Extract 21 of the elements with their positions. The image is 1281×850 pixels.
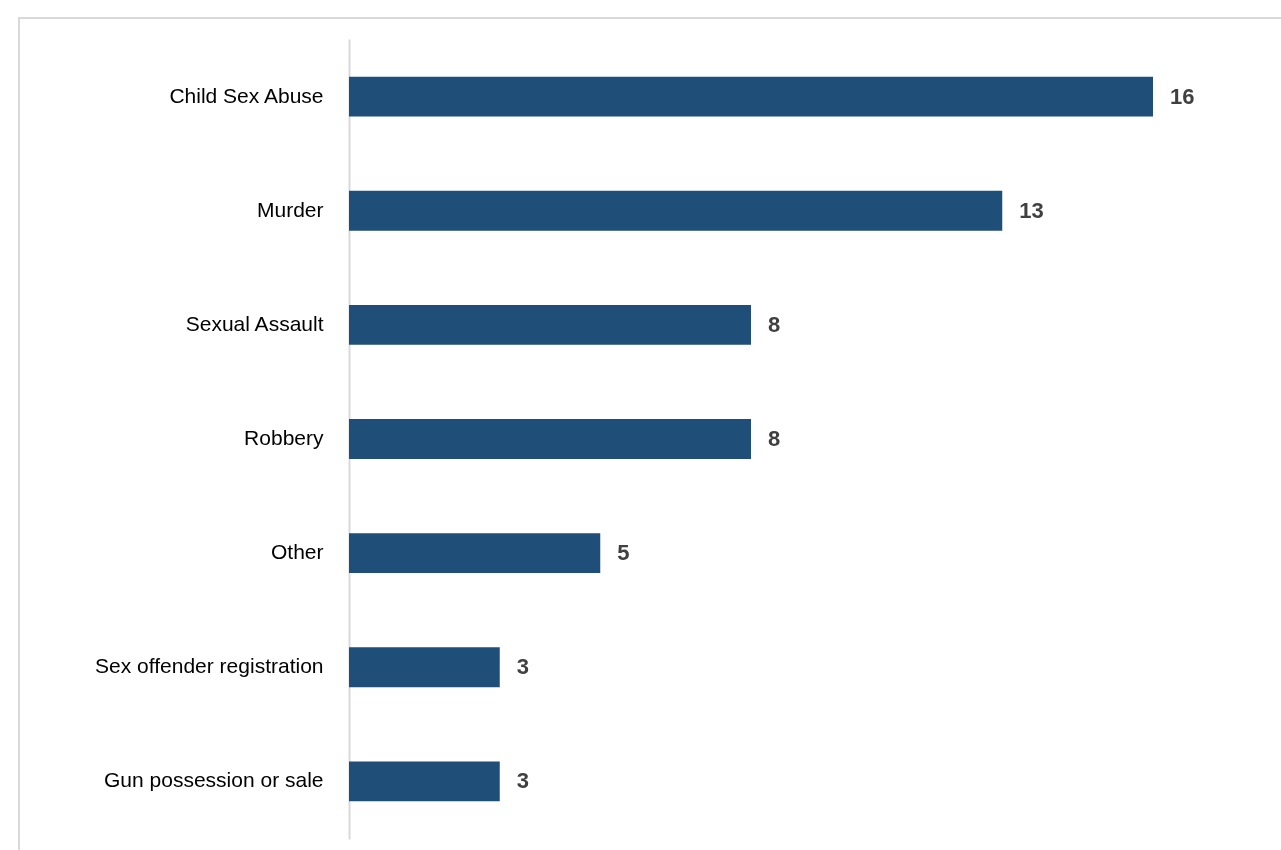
bar bbox=[349, 304, 751, 345]
y-tick-label: Robbery bbox=[244, 426, 324, 449]
data-label: 16 bbox=[1170, 83, 1195, 109]
y-tick-label: Murder bbox=[256, 197, 324, 221]
y-tick-label: Gun possession or sale bbox=[104, 768, 324, 792]
y-tick-label: Child Sex Abuse bbox=[169, 83, 324, 107]
data-label: 8 bbox=[768, 426, 781, 451]
y-tick-label: Other bbox=[270, 540, 324, 564]
bar bbox=[349, 533, 601, 574]
bar bbox=[349, 190, 1003, 231]
data-label: 8 bbox=[768, 311, 781, 337]
data-label: 5 bbox=[617, 540, 630, 566]
data-label: 3 bbox=[516, 654, 529, 680]
bar bbox=[349, 76, 1153, 117]
bar bbox=[349, 647, 500, 688]
bar bbox=[349, 419, 751, 459]
y-tick-label: Sexual Assault bbox=[185, 311, 324, 335]
y-tick-label: Sex offender registration bbox=[95, 654, 324, 678]
bar bbox=[349, 761, 500, 802]
data-label: 13 bbox=[1019, 197, 1044, 223]
data-label: 3 bbox=[516, 768, 529, 794]
